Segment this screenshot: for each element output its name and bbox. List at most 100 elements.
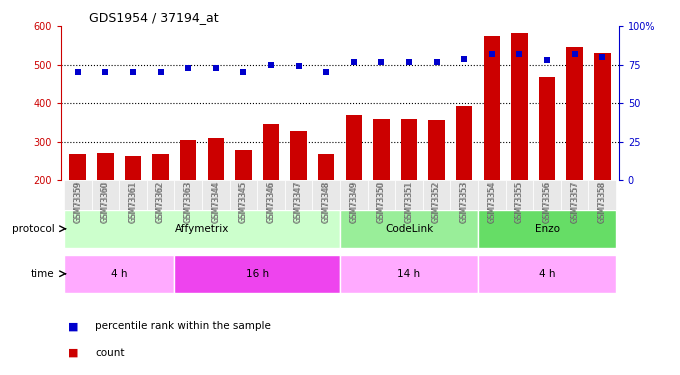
Text: GSM73358: GSM73358 (598, 180, 607, 222)
Text: GSM73356: GSM73356 (543, 180, 551, 222)
Bar (64, 210, 340, 248)
Bar (235, 150, 252, 180)
Text: GSM73358: GSM73358 (598, 182, 607, 223)
Bar (478, 255, 616, 292)
Text: GSM73345: GSM73345 (239, 182, 248, 223)
Bar (345, 116, 362, 180)
FancyBboxPatch shape (312, 180, 340, 210)
FancyBboxPatch shape (230, 180, 257, 210)
Bar (318, 154, 335, 180)
Bar (97, 153, 114, 180)
Text: GSM73363: GSM73363 (184, 180, 192, 222)
Bar (594, 53, 611, 180)
Text: time: time (31, 269, 54, 279)
Text: GSM73353: GSM73353 (460, 180, 469, 222)
Text: GSM73353: GSM73353 (460, 182, 469, 223)
FancyBboxPatch shape (174, 180, 202, 210)
Text: GSM73357: GSM73357 (570, 182, 579, 223)
FancyBboxPatch shape (561, 180, 588, 210)
FancyBboxPatch shape (506, 180, 533, 210)
Text: ■: ■ (68, 321, 78, 331)
Text: GSM73345: GSM73345 (239, 180, 248, 222)
Text: 16 h: 16 h (245, 269, 269, 279)
Bar (428, 120, 445, 180)
Text: GSM73348: GSM73348 (322, 180, 330, 222)
Bar (340, 255, 478, 292)
Text: ■: ■ (68, 348, 78, 357)
Text: CodeLink: CodeLink (385, 224, 433, 234)
Bar (401, 119, 418, 180)
Text: GSM73350: GSM73350 (377, 182, 386, 223)
Text: GSM73361: GSM73361 (129, 180, 137, 222)
Bar (152, 154, 169, 180)
Bar (124, 156, 141, 180)
FancyBboxPatch shape (450, 180, 478, 210)
Text: GSM73360: GSM73360 (101, 180, 110, 222)
Text: percentile rank within the sample: percentile rank within the sample (95, 321, 271, 331)
Text: GSM73349: GSM73349 (350, 182, 358, 223)
Text: GSM73352: GSM73352 (432, 180, 441, 222)
Text: GDS1954 / 37194_at: GDS1954 / 37194_at (89, 11, 219, 24)
Bar (69, 154, 86, 180)
Bar (456, 106, 473, 180)
Text: GSM73355: GSM73355 (515, 180, 524, 222)
Bar (290, 131, 307, 180)
FancyBboxPatch shape (202, 180, 230, 210)
Text: GSM73362: GSM73362 (156, 180, 165, 222)
Bar (207, 138, 224, 180)
Text: GSM73351: GSM73351 (405, 182, 413, 223)
FancyBboxPatch shape (423, 180, 450, 210)
Text: GSM73359: GSM73359 (73, 180, 82, 222)
Text: 4 h: 4 h (539, 269, 556, 279)
FancyBboxPatch shape (92, 180, 119, 210)
Bar (174, 255, 340, 292)
Text: GSM73359: GSM73359 (73, 182, 82, 223)
Bar (340, 210, 478, 248)
Text: 14 h: 14 h (397, 269, 420, 279)
Bar (478, 210, 616, 248)
Bar (539, 77, 556, 180)
Text: GSM73354: GSM73354 (488, 182, 496, 223)
Text: protocol: protocol (12, 224, 54, 234)
Text: GSM73363: GSM73363 (184, 182, 192, 223)
Bar (566, 47, 583, 180)
Bar (373, 119, 390, 180)
FancyBboxPatch shape (395, 180, 423, 210)
Text: GSM73349: GSM73349 (350, 180, 358, 222)
Text: GSM73355: GSM73355 (515, 182, 524, 223)
Text: GSM73354: GSM73354 (488, 180, 496, 222)
Text: GSM73348: GSM73348 (322, 182, 330, 223)
Text: GSM73346: GSM73346 (267, 182, 275, 223)
FancyBboxPatch shape (533, 180, 561, 210)
FancyBboxPatch shape (588, 180, 616, 210)
FancyBboxPatch shape (64, 180, 92, 210)
FancyBboxPatch shape (340, 180, 368, 210)
Text: count: count (95, 348, 124, 357)
Bar (64, 255, 174, 292)
Text: GSM73361: GSM73361 (129, 182, 137, 223)
Text: GSM73347: GSM73347 (294, 182, 303, 223)
FancyBboxPatch shape (257, 180, 285, 210)
Text: GSM73344: GSM73344 (211, 182, 220, 223)
Text: GSM73357: GSM73357 (570, 180, 579, 222)
Text: GSM73346: GSM73346 (267, 180, 275, 222)
Text: GSM73347: GSM73347 (294, 180, 303, 222)
Text: GSM73351: GSM73351 (405, 180, 413, 222)
Text: GSM73350: GSM73350 (377, 180, 386, 222)
FancyBboxPatch shape (147, 180, 174, 210)
FancyBboxPatch shape (285, 180, 312, 210)
Bar (180, 140, 197, 180)
Text: GSM73360: GSM73360 (101, 182, 110, 223)
Text: GSM73356: GSM73356 (543, 182, 551, 223)
Text: GSM73344: GSM73344 (211, 180, 220, 222)
Text: Enzo: Enzo (534, 224, 560, 234)
Text: GSM73352: GSM73352 (432, 182, 441, 223)
FancyBboxPatch shape (119, 180, 147, 210)
Text: Affymetrix: Affymetrix (175, 224, 229, 234)
Text: 4 h: 4 h (111, 269, 127, 279)
Bar (262, 124, 279, 180)
Bar (483, 36, 500, 180)
FancyBboxPatch shape (368, 180, 395, 210)
FancyBboxPatch shape (478, 180, 506, 210)
Bar (511, 33, 528, 180)
